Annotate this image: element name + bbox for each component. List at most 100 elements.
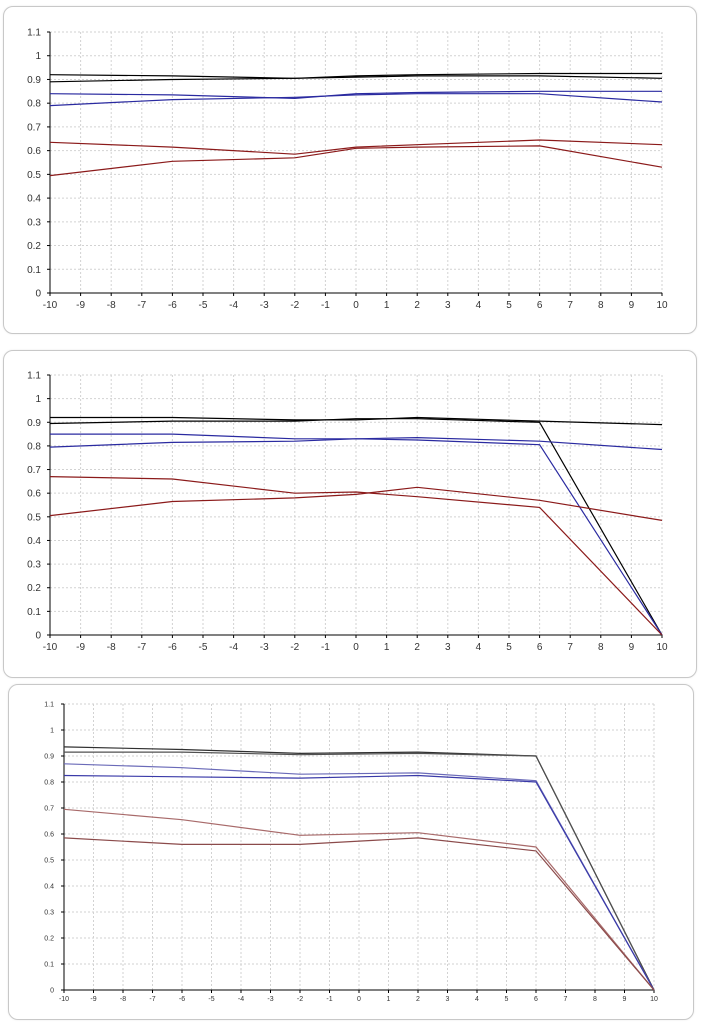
x-tick-label: -6: [168, 300, 177, 311]
x-tick-label: -10: [59, 996, 69, 1003]
x-tick-label: 10: [650, 996, 658, 1003]
series-line-2: [64, 751, 655, 991]
x-tick-label: 3: [446, 996, 450, 1003]
y-tick-label: 1.1: [27, 371, 41, 382]
y-tick-label: 0.7: [44, 806, 54, 813]
x-tick-label: -2: [290, 300, 299, 311]
y-tick-label: 0.1: [44, 962, 54, 969]
x-tick-label: 6: [537, 300, 543, 311]
y-tick-label: 0.4: [44, 884, 54, 891]
x-tick-label: -10: [43, 642, 58, 653]
x-tick-label: -9: [76, 642, 85, 653]
x-tick-label: 1: [387, 996, 391, 1003]
series-line-4: [63, 774, 655, 991]
series-line-1: [50, 416, 663, 426]
series-line-6: [63, 837, 655, 991]
x-tick-label: -1: [321, 642, 330, 653]
y-tick-label: 0.7: [27, 122, 41, 133]
series-line-3: [49, 90, 662, 100]
x-tick-label: -6: [179, 996, 185, 1003]
x-tick-label: -6: [168, 642, 177, 653]
x-tick-label: -9: [76, 300, 85, 311]
series-line-4: [49, 93, 663, 107]
y-tick-label: 0: [35, 631, 41, 642]
x-tick-label: -8: [107, 642, 116, 653]
y-tick-label: 0.3: [27, 217, 41, 228]
x-tick-label: -5: [199, 300, 208, 311]
series-line-6: [49, 145, 663, 177]
y-tick-label: 0.8: [27, 99, 41, 110]
x-tick-label: -9: [90, 996, 96, 1003]
x-tick-label: 0: [357, 996, 361, 1003]
x-tick-label: -1: [321, 300, 330, 311]
x-tick-label: 5: [506, 642, 512, 653]
chart-panel-1: [3, 6, 697, 334]
x-tick-label: 4: [476, 300, 482, 311]
x-tick-label: -5: [208, 996, 214, 1003]
grid: [49, 31, 663, 294]
x-tick-label: 9: [629, 300, 635, 311]
x-tick-label: -5: [199, 642, 208, 653]
series-line-4: [49, 438, 663, 636]
y-tick-label: 0.1: [27, 265, 41, 276]
y-tick-label: 0.8: [44, 780, 54, 787]
y-tick-label: 0: [35, 289, 41, 300]
y-tick-label: 0.3: [44, 910, 54, 917]
x-tick-label: 2: [416, 996, 420, 1003]
x-tick-label: 6: [537, 642, 543, 653]
x-tick-label: 8: [598, 642, 604, 653]
x-tick-label: -2: [297, 996, 303, 1003]
series-line-6: [49, 486, 663, 521]
y-tick-label: 0.7: [27, 465, 41, 476]
y-tick-label: 0.9: [44, 754, 54, 761]
chart-3: -10 -9 -8 -7 -6 -5 -4 -3 -2 -1 0 1 2 3 4 5 6 7 8 9 1000.10.2…: [44, 702, 658, 1004]
x-tick-label: 1: [384, 300, 390, 311]
x-tick-label: 3: [445, 642, 451, 653]
chart-panel-3: [8, 684, 694, 1020]
series-line-5: [49, 139, 663, 155]
series-line-2: [49, 75, 663, 83]
x-tick-label: 4: [475, 996, 479, 1003]
y-tick-label: 0.5: [44, 858, 54, 865]
x-tick-label: 5: [506, 300, 512, 311]
x-tick-label: -4: [229, 642, 238, 653]
x-tick-label: -3: [267, 996, 273, 1003]
y-tick-label: 0.2: [27, 583, 41, 594]
y-tick-label: 1: [50, 728, 54, 735]
x-tick-label: 7: [564, 996, 568, 1003]
x-tick-label: 0: [353, 642, 359, 653]
x-tick-label: 1: [384, 642, 390, 653]
series-line-5: [49, 476, 663, 636]
x-tick-label: -7: [137, 300, 146, 311]
x-tick-label: -3: [260, 642, 269, 653]
y-tick-label: 0: [50, 988, 54, 995]
x-tick-label: -8: [120, 996, 126, 1003]
y-tick-label: 0.9: [27, 418, 41, 429]
y-tick-label: 0.3: [27, 560, 41, 571]
y-tick-label: 0.6: [44, 832, 54, 839]
x-tick-label: -7: [149, 996, 155, 1003]
x-tick-label: -4: [238, 996, 244, 1003]
x-tick-label: 2: [414, 300, 420, 311]
chart-panel-2: [3, 350, 697, 678]
x-tick-label: -3: [260, 300, 269, 311]
x-tick-label: 9: [623, 996, 627, 1003]
y-tick-label: 0.4: [27, 194, 41, 205]
y-tick-label: 0.6: [27, 489, 41, 500]
x-tick-label: -10: [43, 300, 58, 311]
x-tick-label: 9: [629, 642, 635, 653]
x-tick-label: 8: [598, 300, 604, 311]
y-tick-label: 0.9: [27, 75, 41, 86]
y-tick-label: 0.8: [27, 441, 41, 452]
y-tick-label: 1.1: [44, 702, 54, 709]
x-tick-label: 0: [353, 300, 359, 311]
y-tick-label: 0.6: [27, 146, 41, 157]
x-tick-label: -1: [326, 996, 332, 1003]
x-tick-label: -4: [229, 300, 238, 311]
x-tick-label: 4: [476, 642, 482, 653]
series-line-2: [49, 418, 663, 636]
y-tick-label: 0.5: [27, 170, 41, 181]
x-tick-label: -2: [290, 642, 299, 653]
x-tick-label: 7: [567, 642, 573, 653]
